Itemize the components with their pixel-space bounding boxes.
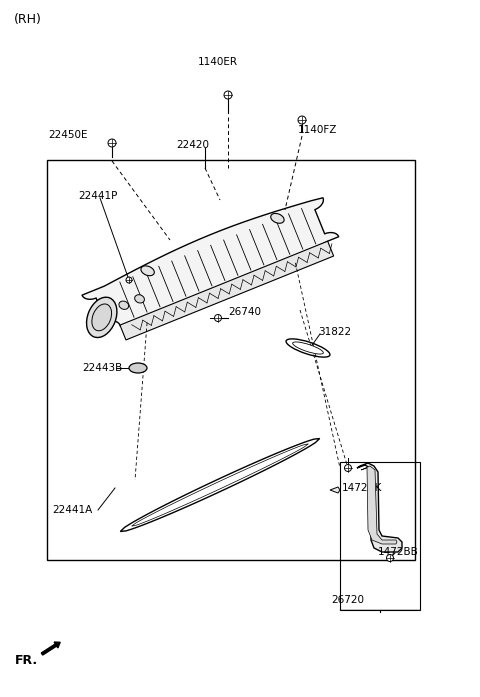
Ellipse shape <box>141 266 155 276</box>
Ellipse shape <box>271 213 284 223</box>
Circle shape <box>345 464 351 471</box>
FancyArrow shape <box>41 642 60 655</box>
Text: 26740: 26740 <box>228 307 261 317</box>
Text: 22420: 22420 <box>177 140 209 150</box>
Circle shape <box>108 139 116 147</box>
Text: (RH): (RH) <box>14 13 42 26</box>
Text: 22441A: 22441A <box>52 505 92 515</box>
Ellipse shape <box>293 342 324 354</box>
Polygon shape <box>330 487 340 493</box>
Text: FR.: FR. <box>15 654 38 666</box>
Ellipse shape <box>135 295 144 303</box>
Ellipse shape <box>86 297 117 337</box>
Polygon shape <box>82 198 339 326</box>
Circle shape <box>126 277 132 283</box>
Ellipse shape <box>286 339 330 357</box>
Polygon shape <box>120 241 334 340</box>
Ellipse shape <box>119 301 129 309</box>
Text: 1140FZ: 1140FZ <box>298 125 337 135</box>
Bar <box>47 160 415 560</box>
Text: 22443B: 22443B <box>82 363 122 373</box>
Text: 1140ER: 1140ER <box>198 57 238 67</box>
Ellipse shape <box>129 363 147 373</box>
Text: 31822: 31822 <box>318 327 351 337</box>
Bar <box>340 462 420 610</box>
Polygon shape <box>120 438 320 532</box>
Text: 1472AK: 1472AK <box>342 483 383 493</box>
Text: 22450E: 22450E <box>48 130 87 140</box>
Text: 26720: 26720 <box>332 595 364 605</box>
Polygon shape <box>132 444 308 526</box>
Circle shape <box>224 91 232 99</box>
Text: 1472BB: 1472BB <box>378 547 419 557</box>
Polygon shape <box>361 466 397 544</box>
Circle shape <box>298 116 306 124</box>
Circle shape <box>386 555 394 562</box>
Circle shape <box>215 314 221 321</box>
Ellipse shape <box>92 304 111 331</box>
Polygon shape <box>357 463 402 552</box>
Text: 22441P: 22441P <box>78 191 118 201</box>
